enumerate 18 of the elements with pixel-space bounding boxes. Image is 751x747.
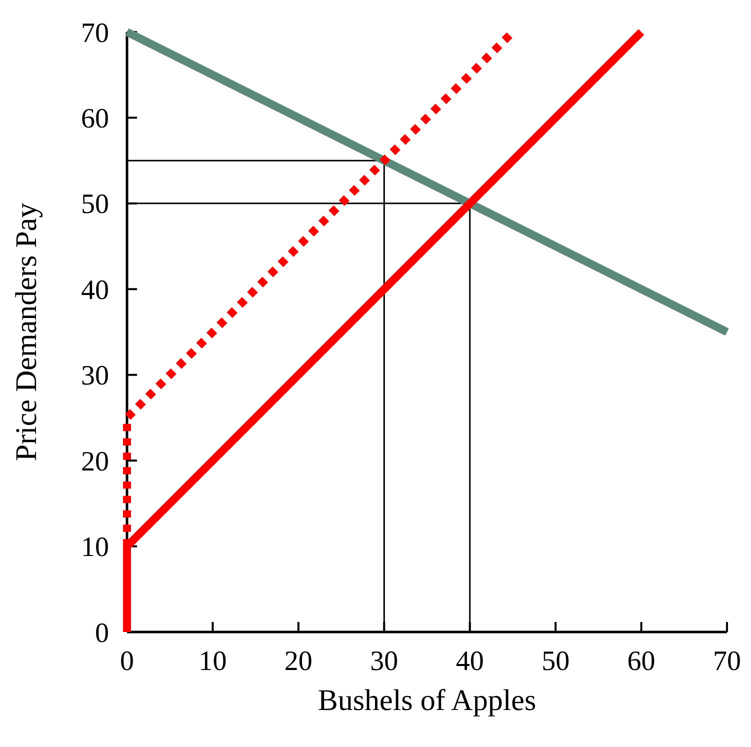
y-tick-label: 30	[81, 360, 109, 392]
x-tick-label: 0	[120, 646, 134, 677]
y-tick-label: 40	[81, 274, 109, 306]
y-tick-label: 70	[81, 18, 109, 49]
x-tick-label: 10	[198, 646, 227, 677]
x-tick-label: 40	[456, 646, 484, 677]
y-tick-label: 20	[81, 446, 109, 478]
x-tick-label: 30	[370, 646, 398, 677]
x-axis-title: Bushels of Apples	[318, 684, 536, 717]
y-axis-title: Price Demanders Pay	[10, 202, 43, 462]
y-tick-label: 10	[81, 532, 109, 564]
x-tick-label: 70	[713, 646, 741, 677]
y-tick-label: 50	[81, 189, 109, 220]
x-tick-label: 60	[627, 646, 656, 677]
x-tick-label: 50	[542, 646, 570, 677]
y-tick-label: 60	[81, 104, 109, 135]
x-tick-label: 20	[284, 646, 312, 677]
y-tick-label: 0	[95, 618, 109, 649]
